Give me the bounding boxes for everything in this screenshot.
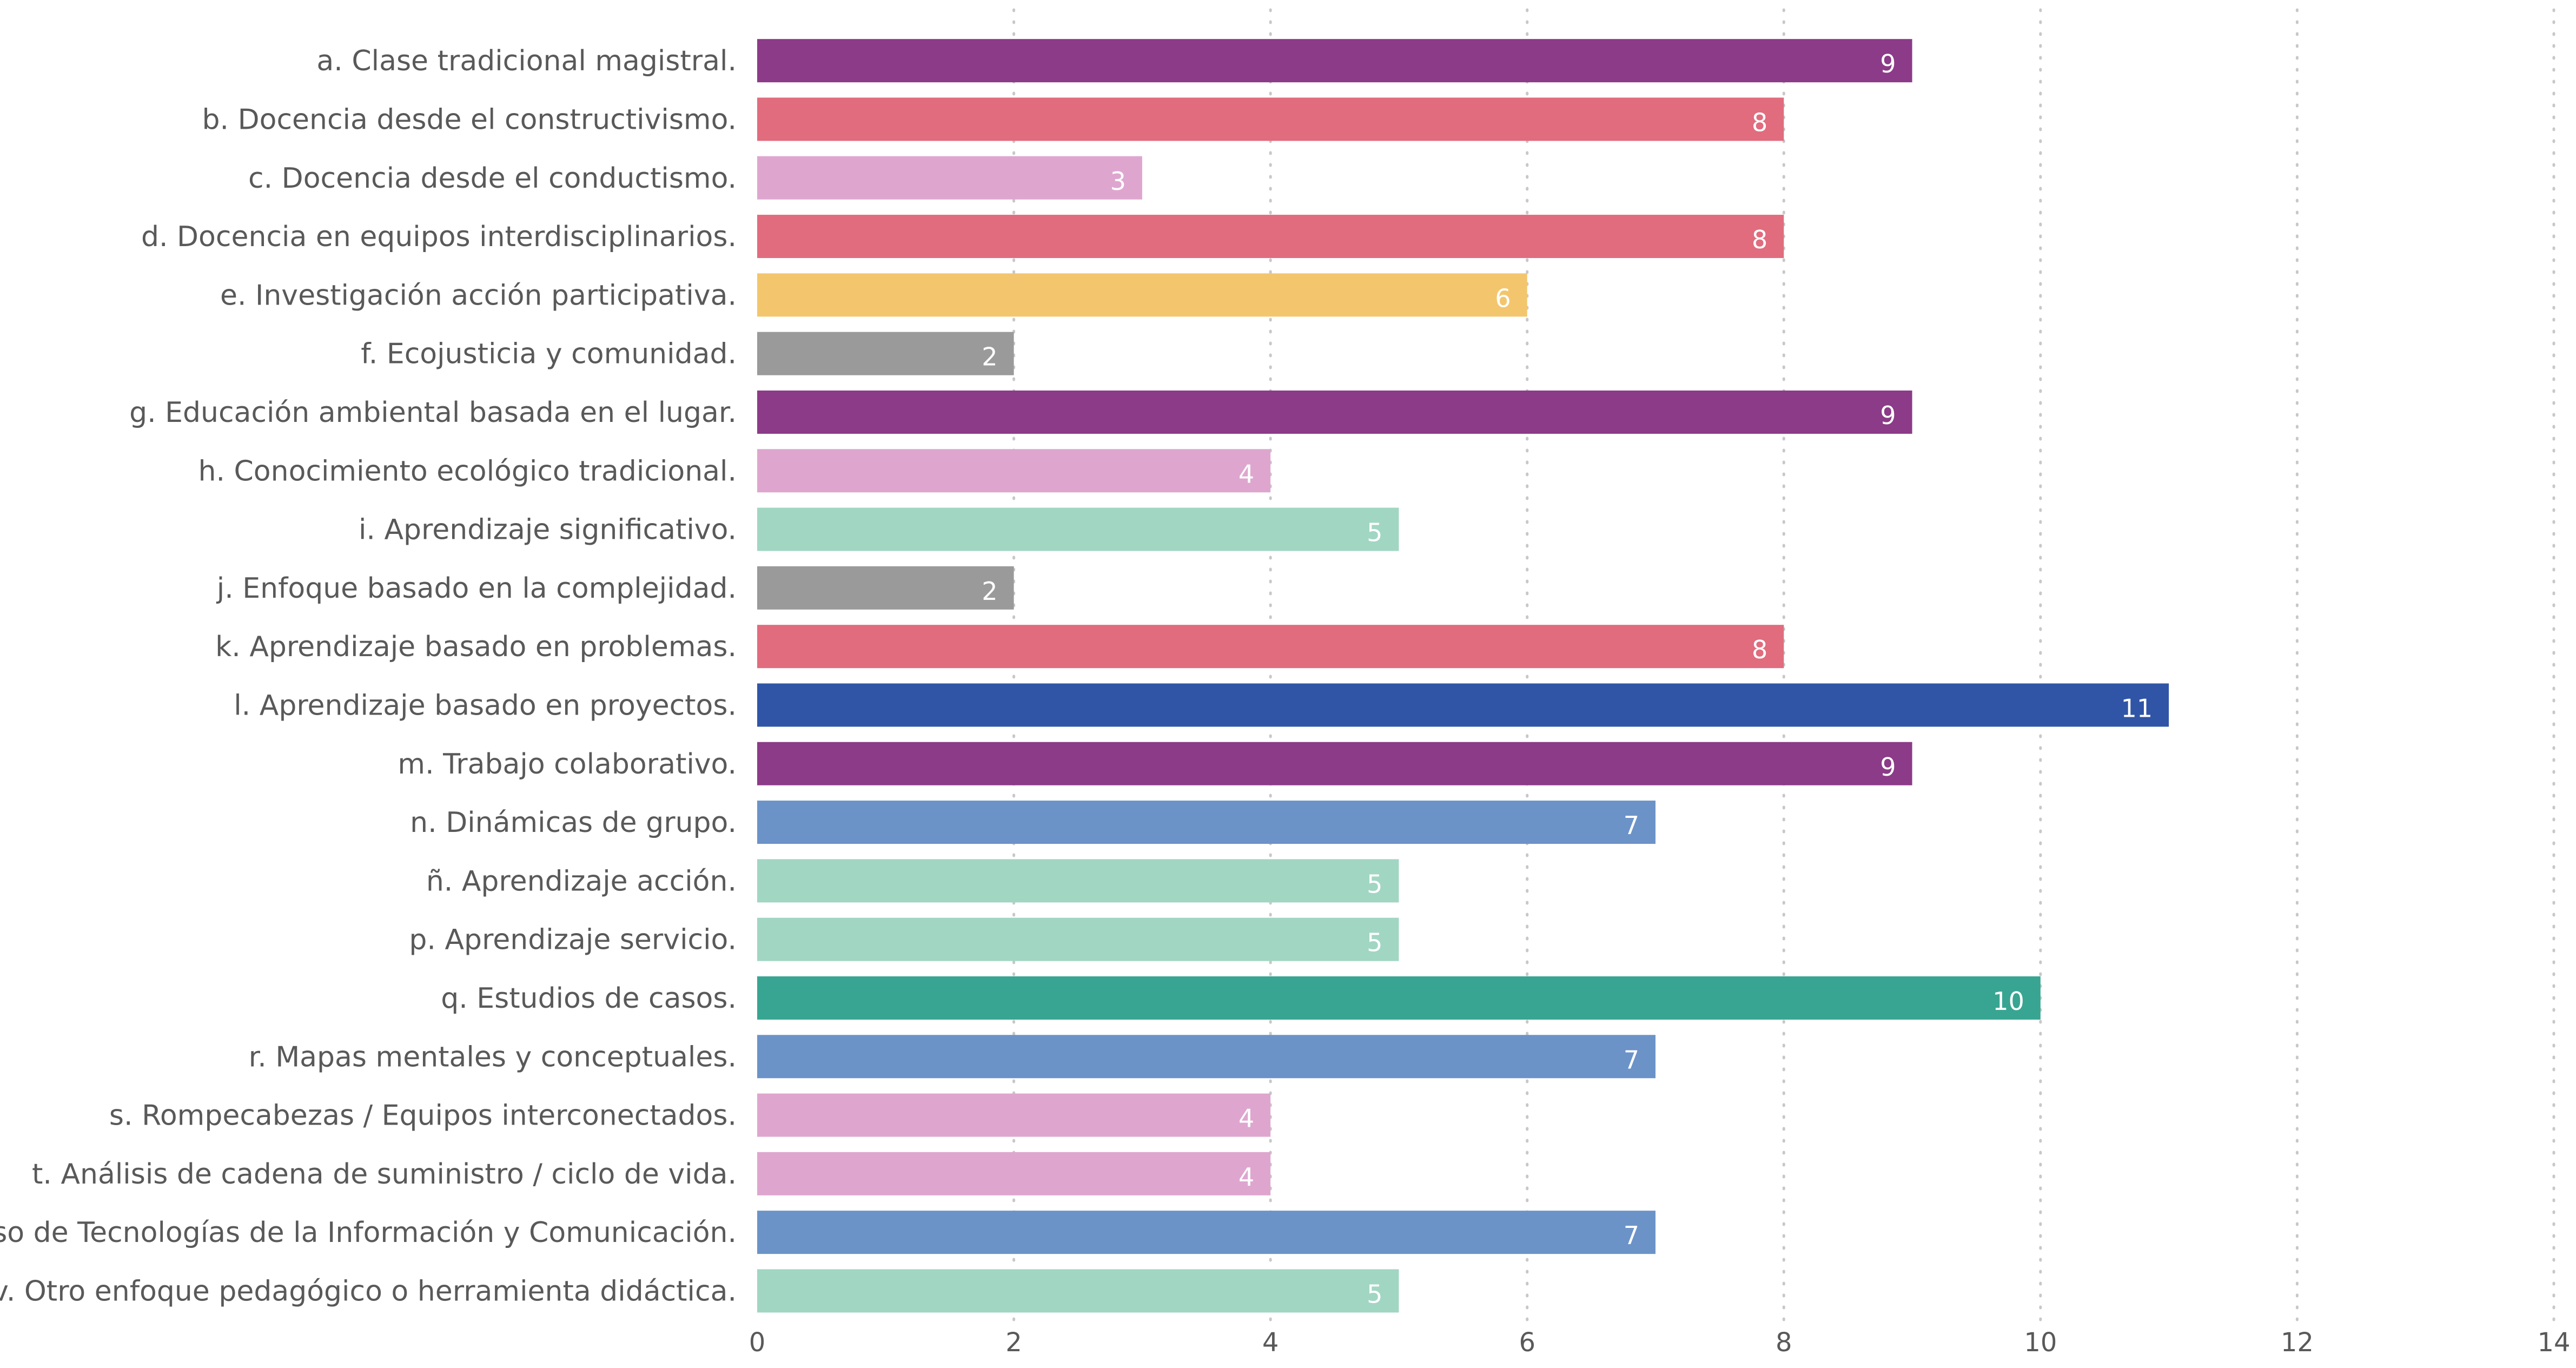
bars (757, 39, 2169, 1313)
data-label: 7 (1624, 1221, 1639, 1250)
category-labels: a. Clase tradicional magistral. b. Docenc… (0, 45, 737, 1307)
category-label: l. Aprendizaje basado en proyectos. (234, 689, 737, 722)
category-label: e. Investigación acción participativa. (220, 279, 737, 312)
data-label: 8 (1752, 108, 1767, 137)
bar (757, 507, 1399, 551)
bar (757, 215, 1784, 259)
data-label: 5 (1367, 1279, 1382, 1308)
category-label: v. Otro enfoque pedagógico o herramienta… (0, 1275, 737, 1307)
data-label: 9 (1880, 49, 1896, 78)
category-label: h. Conocimiento ecológico tradicional. (198, 455, 737, 487)
x-tick-label: 6 (1519, 1327, 1535, 1358)
category-label: r. Mapas mentales y conceptuales. (249, 1041, 737, 1073)
bar (757, 683, 2169, 727)
bar (757, 390, 1912, 434)
data-label: 4 (1239, 459, 1254, 488)
data-label: 8 (1752, 225, 1767, 254)
data-label: 5 (1367, 869, 1382, 898)
category-label: ñ. Aprendizaje acción. (426, 865, 737, 897)
bar (757, 1211, 1655, 1254)
category-label: t. Análisis de cadena de suministro / ci… (32, 1158, 737, 1191)
category-label: i. Aprendizaje significativo. (359, 514, 737, 546)
bar (757, 742, 1912, 785)
bar (757, 156, 1142, 200)
x-tick-label: 4 (1262, 1327, 1279, 1358)
category-label: s. Rompecabezas / Equipos interconectado… (109, 1100, 737, 1132)
category-label: d. Docencia en equipos interdisciplinari… (141, 221, 737, 253)
data-label: 10 (1992, 987, 2024, 1016)
bar (757, 1269, 1399, 1313)
data-label: 2 (982, 342, 997, 372)
x-tick-label: 2 (1005, 1327, 1022, 1358)
category-label: k. Aprendizaje basado en problemas. (215, 631, 737, 663)
category-label: a. Clase tradicional magistral. (316, 45, 737, 77)
x-tick-label: 14 (2537, 1327, 2570, 1358)
data-label: 11 (2121, 693, 2153, 723)
bar (757, 1093, 1271, 1137)
x-tick-label: 10 (2024, 1327, 2057, 1358)
bar (757, 97, 1784, 141)
category-label: f. Ecojusticia y comunidad. (361, 338, 737, 371)
bar (757, 801, 1655, 844)
bar (757, 976, 2041, 1020)
bar (757, 917, 1399, 961)
category-label: b. Docencia desde el constructivismo. (202, 103, 737, 136)
data-label: 9 (1880, 401, 1896, 430)
category-label: q. Estudios de casos. (441, 982, 737, 1015)
bar (757, 449, 1271, 493)
bar (757, 1035, 1655, 1079)
category-label: g. Educación ambiental basada en el luga… (129, 396, 737, 429)
data-label: 3 (1110, 167, 1126, 196)
bar (757, 332, 1014, 375)
bar (757, 39, 1912, 83)
bar (757, 1152, 1271, 1195)
x-tick-label: 8 (1776, 1327, 1792, 1358)
data-label: 6 (1495, 283, 1511, 313)
data-labels: 9 8 3 8 6 2 9 4 5 2 8 11 9 7 5 5 10 7 4 4 7 5 (982, 49, 2153, 1308)
data-label: 7 (1624, 811, 1639, 840)
bar (757, 566, 1014, 610)
x-tick-label: 0 (749, 1327, 766, 1358)
category-label: j. Enfoque basado en la complejidad. (216, 572, 737, 605)
data-label: 5 (1367, 928, 1382, 957)
data-label: 4 (1239, 1162, 1254, 1192)
data-label: 8 (1752, 635, 1767, 664)
category-label: u. Uso de Tecnologías de la Información … (0, 1217, 737, 1249)
x-axis-ticks: 0 2 4 6 8 10 12 14 (749, 1327, 2571, 1358)
x-tick-label: 12 (2281, 1327, 2314, 1358)
bar (757, 859, 1399, 903)
category-label: n. Dinámicas de grupo. (410, 807, 737, 839)
data-label: 9 (1880, 752, 1896, 782)
data-label: 4 (1239, 1104, 1254, 1133)
category-label: m. Trabajo colaborativo. (398, 748, 737, 781)
bar (757, 273, 1527, 317)
data-label: 5 (1367, 518, 1382, 547)
data-label: 7 (1624, 1045, 1639, 1074)
bar (757, 625, 1784, 669)
category-label: c. Docencia desde el conductismo. (248, 162, 737, 195)
category-label: p. Aprendizaje servicio. (409, 924, 737, 956)
data-label: 2 (982, 577, 997, 606)
